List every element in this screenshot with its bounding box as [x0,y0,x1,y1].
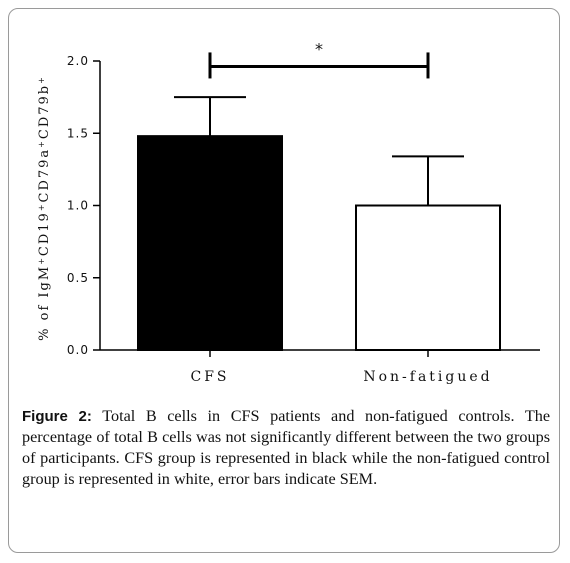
y-axis-label-part-3: CD79a [37,148,52,203]
y-tick-label-2: 1.0 [67,199,89,213]
x-category-label-1: Non-fatigued [363,369,492,385]
y-tick-label-0: 0.0 [67,343,89,357]
figure-caption: Figure 2: Total B cells in CFS patients … [22,406,550,490]
x-category-label-0: CFS [190,369,229,385]
bar-chart: 0.0 0.5 1.0 1.5 2.0 CFS Non-fatigued * % of I… [37,39,540,385]
y-tick-label-3: 1.5 [67,126,89,140]
figure-caption-label: Figure 2: [22,408,92,425]
y-tick-label-4: 2.0 [67,54,89,68]
y-axis-label-part-2: CD19 [37,211,52,256]
y-axis-label-part-4: CD79b [37,84,52,139]
y-axis-label-sup-4: + [37,75,46,84]
y-axis-label-sup-2: + [37,202,46,211]
y-axis-label-sup-3: + [37,139,46,148]
figure-caption-text: Total B cells in CFS patients and non-fa… [22,407,550,488]
bar-1 [355,204,501,351]
y-tick-label-1: 0.5 [67,271,89,285]
y-axis-label-sup-1: + [37,256,46,265]
significance-label: * [315,39,323,58]
y-axis-label-part-1: % of IgM [37,265,52,341]
y-axis-label: % of IgM+CD19+CD79a+CD79b+ [37,75,53,341]
bar-0 [137,135,283,351]
